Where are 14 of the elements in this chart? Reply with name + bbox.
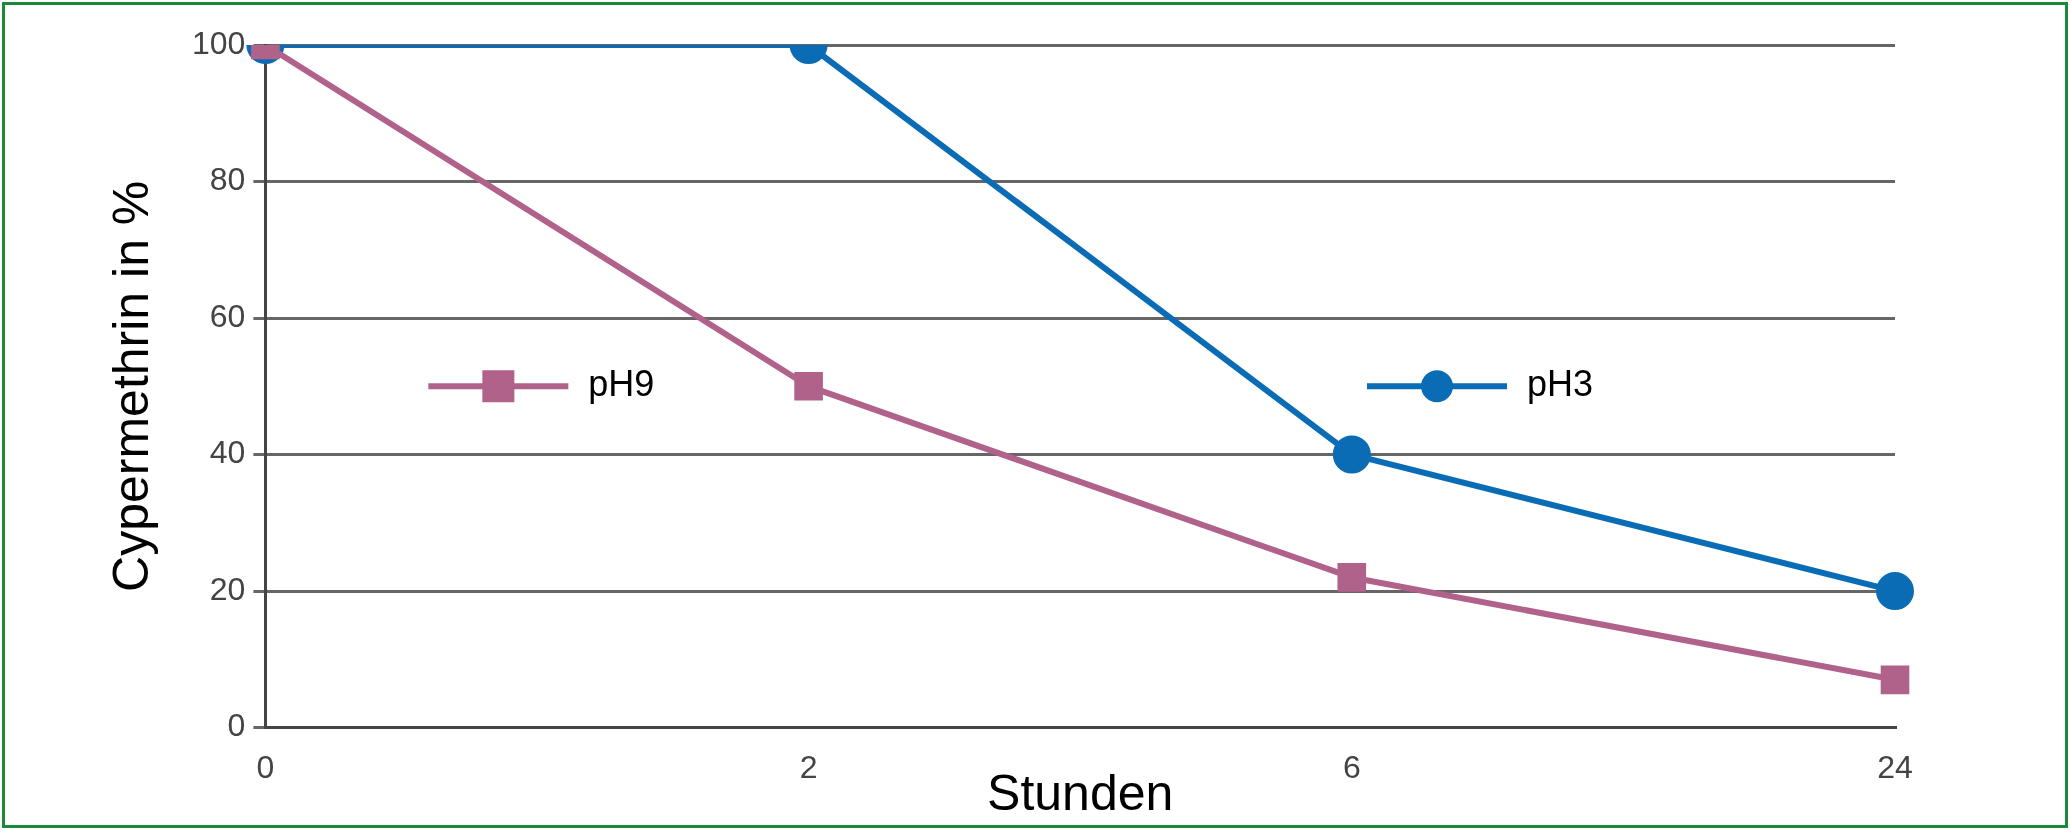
y-tick-label: 0 bbox=[227, 707, 246, 744]
y-tick-label: 40 bbox=[209, 434, 246, 471]
y-tick-label: 100 bbox=[192, 24, 246, 61]
x-tick-label: 2 bbox=[799, 748, 818, 785]
x-tick-label: 24 bbox=[1877, 748, 1913, 785]
x-tick-label: 6 bbox=[1342, 748, 1361, 785]
y-axis-title: Cypermethrin in % bbox=[102, 180, 159, 592]
legend-label: pH3 bbox=[1527, 363, 1594, 405]
y-tick-label: 60 bbox=[209, 297, 246, 334]
y-tick-label: 20 bbox=[209, 570, 246, 607]
y-tick-label: 80 bbox=[209, 161, 246, 198]
legend-label: pH9 bbox=[588, 363, 655, 405]
x-axis-title: Stunden bbox=[987, 764, 1174, 821]
x-tick-label: 0 bbox=[256, 748, 275, 785]
